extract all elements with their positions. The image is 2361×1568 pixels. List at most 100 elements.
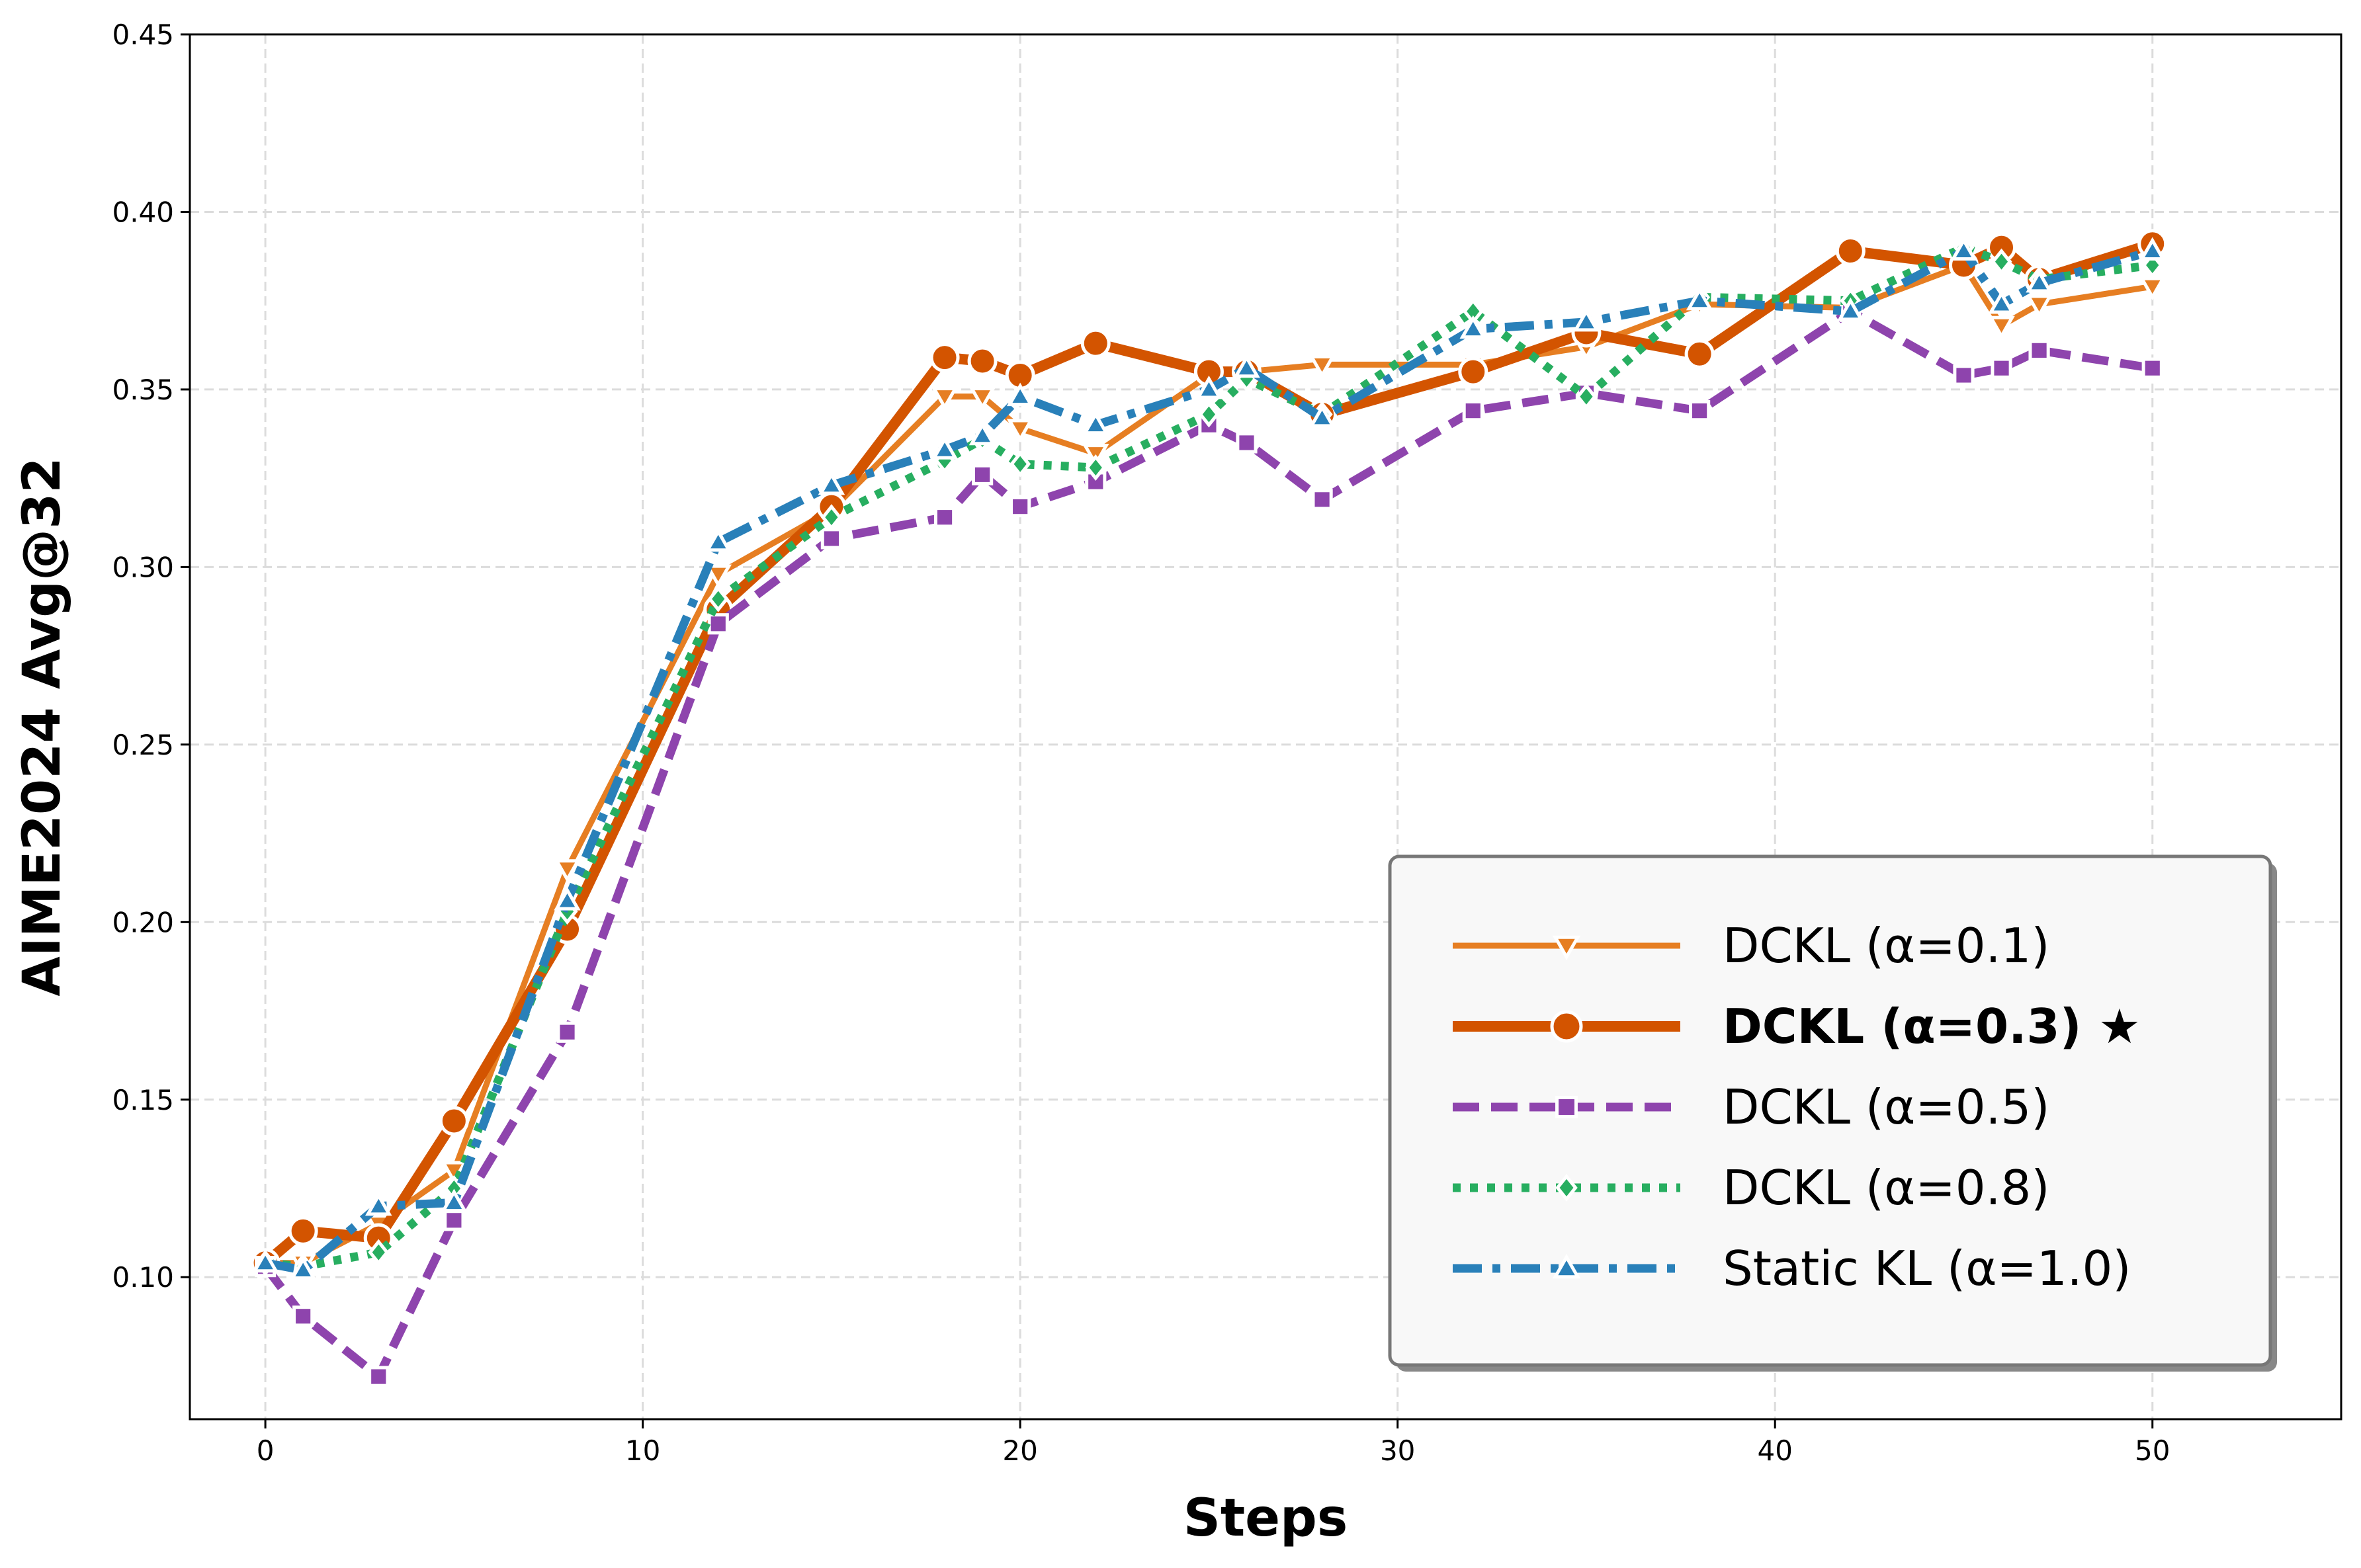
data-point — [365, 1192, 392, 1216]
data-point — [1684, 339, 1715, 369]
data-point — [554, 859, 581, 883]
data-point — [1950, 237, 1977, 261]
data-point — [967, 346, 998, 376]
data-point — [1575, 383, 1597, 410]
data-point — [1236, 432, 1258, 454]
legend-marker — [1555, 1173, 1578, 1202]
data-point — [972, 464, 994, 485]
data-point — [1082, 411, 1109, 435]
legend-marker — [1552, 935, 1581, 961]
data-point — [1309, 354, 1336, 379]
legend-box — [1388, 854, 2272, 1367]
legend-label: DCKL (α=0.8) — [1723, 1160, 2049, 1216]
data-point — [707, 585, 729, 612]
data-point — [820, 528, 842, 550]
legend-label: DCKL (α=0.1) — [1723, 918, 2049, 973]
data-point — [1459, 315, 1487, 339]
data-point — [1009, 450, 1031, 477]
legend-label: Static KL (α=1.0) — [1723, 1241, 2131, 1296]
data-point — [288, 1216, 318, 1246]
y-tick-label: 0.10 — [112, 1261, 174, 1294]
series-line — [261, 239, 2155, 1267]
legend-label: DCKL (α=0.5) — [1723, 1079, 2049, 1135]
series-group — [250, 229, 2168, 1387]
data-point — [251, 1249, 279, 1273]
data-point — [1572, 308, 1600, 332]
data-point — [368, 1366, 390, 1387]
data-point — [554, 887, 581, 911]
series-line — [261, 307, 2153, 1382]
data-point — [705, 564, 732, 589]
data-point — [933, 507, 956, 528]
y-tick-label: 0.30 — [112, 551, 174, 583]
data-point — [968, 421, 996, 446]
data-point — [931, 387, 959, 411]
data-point — [707, 613, 729, 635]
data-point — [1009, 496, 1031, 518]
data-point — [1686, 286, 1713, 311]
y-tick-label: 0.20 — [112, 906, 174, 938]
data-point — [1991, 248, 2012, 275]
data-point — [1195, 375, 1223, 399]
y-tick-label: 0.25 — [112, 729, 174, 761]
data-point — [818, 471, 845, 495]
data-point — [1085, 454, 1107, 481]
y-tick-label: 0.35 — [112, 374, 174, 406]
y-axis-label: AIME2024 Avg@32 — [13, 457, 72, 996]
x-tick-label: 10 — [625, 1434, 660, 1467]
data-point — [929, 343, 960, 373]
data-point — [289, 1256, 317, 1280]
data-point — [1837, 297, 1864, 321]
data-point — [1988, 315, 2015, 340]
data-point — [2026, 268, 2053, 293]
y-tick-label: 0.40 — [112, 196, 174, 228]
data-point — [368, 1239, 390, 1266]
data-point — [1689, 400, 1711, 422]
data-point — [1835, 236, 1866, 267]
series-line — [264, 247, 2154, 1274]
legend-marker — [1550, 1010, 1583, 1043]
data-point — [443, 1210, 465, 1231]
data-point — [1988, 290, 2015, 314]
data-point — [820, 504, 842, 531]
data-point — [1198, 401, 1220, 428]
data-point — [1458, 356, 1488, 387]
x-tick-label: 40 — [1757, 1434, 1792, 1467]
data-point — [2028, 339, 2050, 361]
x-axis-label: Steps — [1183, 1489, 1348, 1548]
data-point — [2141, 357, 2163, 379]
legend: DCKL (α=0.1) DCKL (α=0.3) ★ DCKL (α=0.5) DC… — [1388, 854, 2277, 1372]
y-tick-label: 0.45 — [112, 19, 174, 51]
plot-frame — [189, 33, 2342, 1421]
data-point — [556, 1021, 578, 1043]
data-point — [2139, 276, 2167, 301]
data-point — [1309, 403, 1336, 428]
data-point — [292, 1305, 314, 1327]
data-point — [1006, 419, 1034, 443]
legend-label: DCKL (α=0.3) ★ — [1723, 999, 2141, 1054]
x-tick-label: 0 — [257, 1434, 275, 1467]
data-point — [2139, 237, 2167, 261]
legend-marker — [1552, 1253, 1581, 1279]
data-point — [441, 1188, 468, 1212]
x-tick-label: 50 — [2135, 1434, 2170, 1467]
data-point — [1462, 400, 1484, 422]
legend-marker — [1555, 1096, 1578, 1118]
data-point — [2026, 294, 2053, 319]
x-tick-label: 20 — [1002, 1434, 1037, 1467]
x-tick-label: 30 — [1380, 1434, 1415, 1467]
data-point — [1953, 364, 1975, 386]
data-point — [439, 1106, 469, 1136]
series-4 — [251, 237, 2167, 1280]
data-point — [931, 436, 959, 460]
axis-ticks: 0 10 20 30 40 50 0.10 0.15 0.20 0.25 0.30 0.35 0.40 0… — [112, 19, 2170, 1467]
data-point — [1991, 357, 2012, 379]
data-point — [1006, 382, 1034, 407]
data-point — [1233, 354, 1260, 378]
data-point — [1080, 328, 1111, 358]
data-point — [705, 528, 732, 552]
data-point — [1311, 489, 1333, 511]
data-point — [968, 387, 996, 411]
y-tick-label: 0.15 — [112, 1084, 174, 1116]
